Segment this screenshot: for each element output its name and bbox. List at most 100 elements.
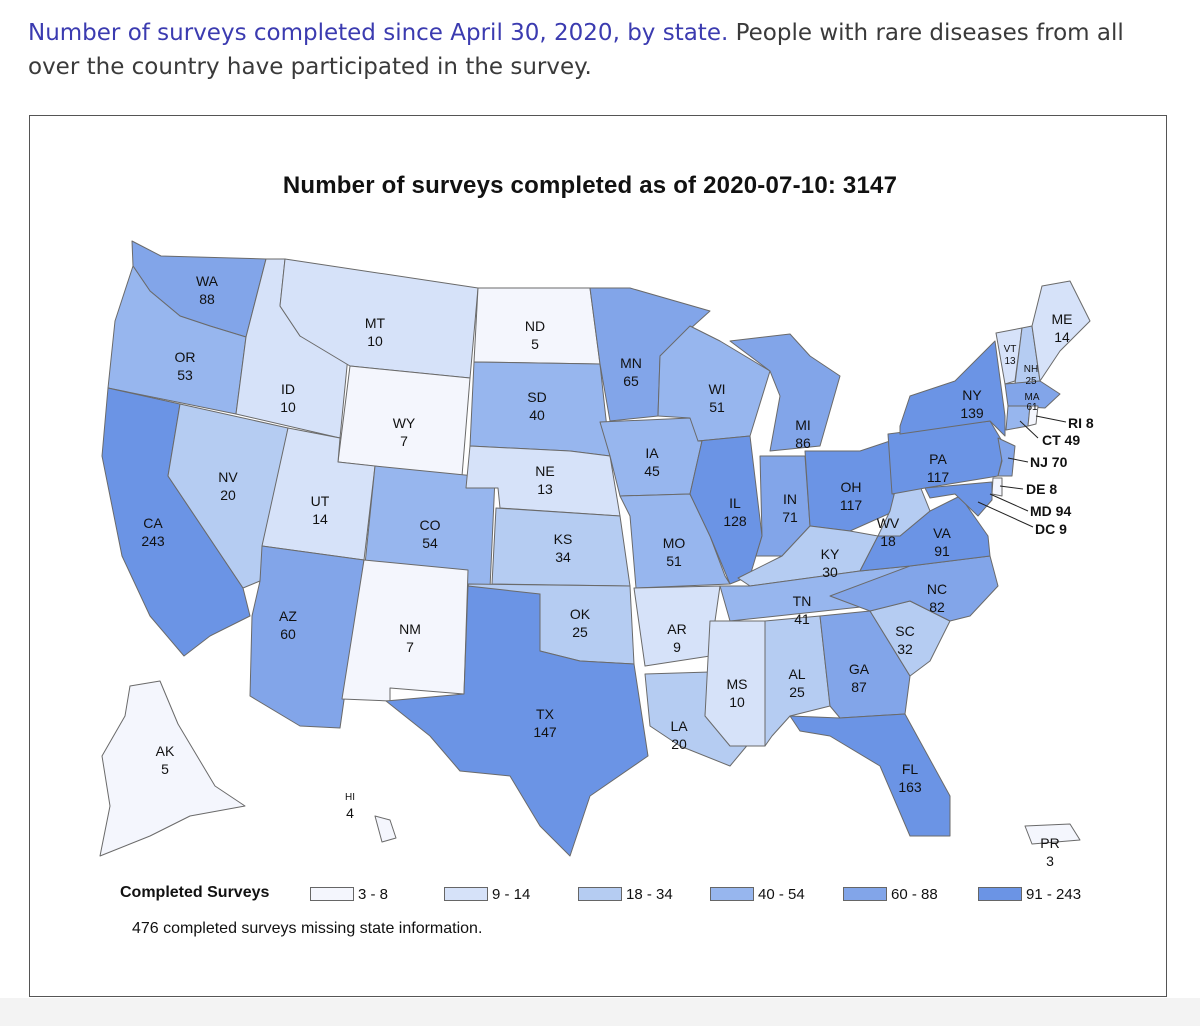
label-ma-count: 61 (1026, 402, 1038, 413)
label-wy-abbr: WY (393, 415, 416, 431)
legend: Completed Surveys 3 - 8 9 - 14 18 - 34 4… (120, 882, 1100, 906)
label-wv-count: 18 (880, 533, 896, 549)
leader-dc (977, 501, 1034, 528)
label-me-count: 14 (1054, 329, 1070, 345)
state-ma (1004, 380, 1061, 409)
legend-label: 60 - 88 (891, 885, 938, 903)
state-il (689, 435, 763, 585)
legend-label: 18 - 34 (626, 885, 673, 903)
label-ia-count: 45 (644, 463, 660, 479)
callout-ri: RI 8 (1068, 415, 1094, 431)
legend-item: 91 - 243 (978, 884, 1081, 904)
legend-label: 40 - 54 (758, 885, 805, 903)
label-az-abbr: AZ (279, 608, 297, 624)
label-sc-count: 32 (897, 641, 913, 657)
label-vt-abbr: VT (1004, 344, 1017, 355)
label-ky-count: 30 (822, 564, 838, 580)
state-md (924, 481, 993, 517)
legend-label: 91 - 243 (1026, 885, 1082, 903)
label-tn-abbr: TN (793, 593, 812, 609)
label-id-count: 10 (280, 399, 296, 415)
callout-dc: DC 9 (1035, 521, 1067, 537)
label-il-count: 128 (723, 513, 747, 529)
label-nh-count: 25 (1025, 376, 1037, 387)
label-me-abbr: ME (1052, 311, 1073, 327)
legend-item: 9 - 14 (444, 884, 530, 904)
legend-swatch (310, 887, 354, 901)
label-ky-abbr: KY (821, 546, 840, 562)
label-ca-abbr: CA (143, 515, 163, 531)
label-or-count: 53 (177, 367, 193, 383)
label-nm-abbr: NM (399, 621, 421, 637)
label-ga-count: 87 (851, 679, 867, 695)
label-nd-abbr: ND (525, 318, 545, 334)
label-hi-count: 4 (346, 805, 354, 821)
label-oh-count: 117 (840, 497, 863, 513)
label-mn-abbr: MN (620, 355, 642, 371)
label-ma-abbr: MA (1025, 392, 1040, 403)
state-tx (385, 585, 649, 857)
legend-swatch (710, 887, 754, 901)
label-nc-abbr: NC (927, 581, 947, 597)
state-pr (1024, 823, 1081, 845)
label-fl-count: 163 (898, 779, 922, 795)
label-ms-abbr: MS (727, 676, 748, 692)
label-wi-abbr: WI (708, 381, 725, 397)
label-pr-abbr: PR (1040, 835, 1059, 851)
label-nh-abbr: NH (1024, 364, 1038, 375)
leader-nj (1007, 457, 1029, 463)
intro-text: People with rare diseases from all over … (28, 20, 1124, 80)
label-in-abbr: IN (783, 491, 797, 507)
leader-md (989, 493, 1029, 512)
label-nv-count: 20 (220, 487, 236, 503)
state-nv (167, 403, 289, 589)
label-vt-count: 13 (1004, 356, 1016, 367)
legend-swatch (978, 887, 1022, 901)
label-mn-count: 65 (623, 373, 639, 389)
label-ia-abbr: IA (645, 445, 659, 461)
label-ca-count: 243 (141, 533, 165, 549)
label-sc-abbr: SC (895, 623, 914, 639)
label-va-count: 91 (934, 543, 950, 559)
label-ok-abbr: OK (570, 606, 591, 622)
label-sd-count: 40 (529, 407, 545, 423)
label-ks-abbr: KS (554, 531, 573, 547)
label-pa-abbr: PA (929, 451, 947, 467)
legend-item: 40 - 54 (710, 884, 805, 904)
state-de (991, 477, 1003, 497)
map-title: Number of surveys completed as of 2020-0… (282, 172, 898, 199)
label-la-count: 20 (671, 736, 687, 752)
label-nm-count: 7 (406, 639, 414, 655)
state-mi (729, 333, 841, 452)
label-il-abbr: IL (729, 495, 741, 511)
callout-de: DE 8 (1026, 481, 1057, 497)
callout-ct: CT 49 (1042, 432, 1080, 448)
label-wa-abbr: WA (196, 273, 219, 289)
intro-lead: Number of surveys completed since April … (28, 20, 729, 46)
label-co-count: 54 (422, 535, 438, 551)
state-ny (899, 340, 1006, 437)
state-nj (997, 437, 1016, 477)
label-ut-abbr: UT (311, 493, 330, 509)
label-mo-count: 51 (666, 553, 682, 569)
label-va-abbr: VA (933, 525, 951, 541)
label-ar-count: 9 (673, 639, 681, 655)
legend-swatch (843, 887, 887, 901)
label-mi-count: 86 (795, 435, 811, 451)
label-ne-abbr: NE (535, 463, 554, 479)
label-ms-count: 10 (729, 694, 745, 710)
callout-md: MD 94 (1030, 503, 1071, 519)
label-ne-count: 13 (537, 481, 553, 497)
label-mo-abbr: MO (663, 535, 686, 551)
legend-label: 9 - 14 (492, 885, 531, 903)
label-nd-count: 5 (531, 336, 539, 352)
label-wa-count: 88 (199, 291, 215, 307)
label-ny-count: 139 (960, 405, 984, 421)
label-wv-abbr: WV (877, 515, 900, 531)
label-ut-count: 14 (312, 511, 328, 527)
label-la-abbr: LA (670, 718, 688, 734)
bottom-bar (0, 998, 1200, 1026)
leader-ri (1035, 415, 1067, 423)
label-hi-abbr: HI (345, 792, 355, 803)
leader-de (999, 485, 1024, 490)
